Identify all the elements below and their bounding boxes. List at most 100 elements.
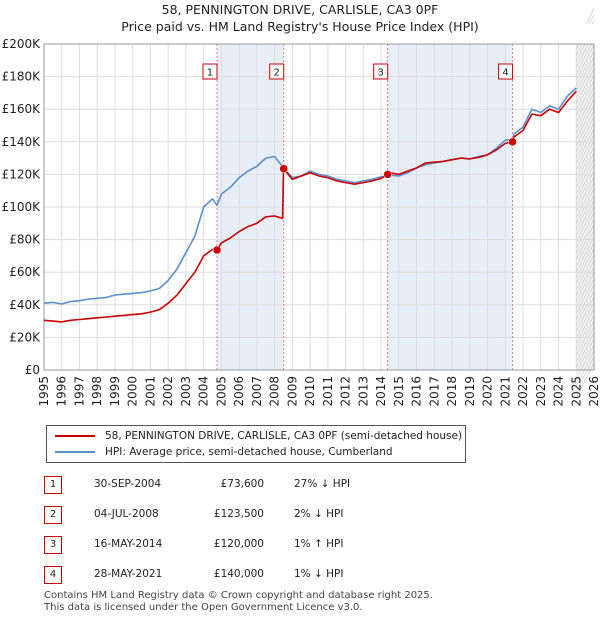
future-hatch (575, 218, 595, 255)
future-hatch (575, 164, 595, 201)
legend-swatch-property (55, 435, 95, 437)
transaction-hpi-relation: 27% ↓ HPI (294, 478, 351, 490)
future-hatch (575, 188, 595, 225)
future-hatch (575, 80, 595, 117)
x-tick-label: 2018 (445, 376, 459, 407)
x-tick-label: 2026 (587, 376, 600, 407)
sale-number-box (202, 63, 218, 80)
future-hatch (575, 278, 595, 315)
x-tick-label: 2004 (197, 376, 211, 407)
future-hatch (575, 212, 595, 249)
sale-number-label: 2 (274, 68, 280, 79)
future-hatch (575, 248, 595, 285)
footer-licence: This data is licensed under the Open Gov… (44, 602, 363, 613)
future-hatch (575, 320, 595, 357)
future-hatch (575, 44, 595, 81)
plot-frame (43, 43, 595, 371)
x-tick-label: 1998 (90, 376, 104, 407)
transaction-price: £120,000 (213, 538, 264, 550)
future-hatch (575, 128, 595, 165)
x-tick-label: 2007 (250, 376, 264, 407)
future-hatch (575, 308, 595, 345)
future-hatch (575, 62, 595, 99)
legend-label-property: 58, PENNINGTON DRIVE, CARLISLE, CA3 0PF … (105, 430, 463, 442)
x-tick-label: 2016 (410, 376, 424, 407)
transaction-badge: 3 (44, 536, 62, 554)
y-tick-label: £20K (9, 330, 41, 344)
future-hatch (575, 296, 595, 333)
legend-label-hpi: HPI: Average price, semi-detached house,… (105, 446, 393, 458)
x-tick-label: 2003 (179, 376, 193, 407)
sale-number-box (269, 63, 285, 80)
x-tick-label: 2023 (534, 376, 548, 407)
x-tick-label: 2011 (321, 376, 335, 407)
table-row: 2 04-JUL-2008 £123,500 2% ↓ HPI (44, 506, 444, 524)
x-tick-label: 2017 (427, 376, 441, 407)
future-hatch (575, 68, 595, 105)
sale-number-label: 4 (502, 68, 508, 79)
table-row: 4 28-MAY-2021 £140,000 1% ↓ HPI (44, 566, 444, 584)
x-tick-label: 2022 (516, 376, 530, 407)
sale-number-label: 1 (207, 68, 213, 79)
future-hatch (575, 302, 595, 339)
future-hatch (575, 152, 595, 189)
future-hatch (575, 260, 595, 297)
y-tick-label: £160K (2, 102, 42, 116)
transaction-date: 04-JUL-2008 (94, 508, 159, 520)
transaction-date: 28-MAY-2021 (94, 568, 163, 580)
x-tick-label: 2019 (463, 376, 477, 407)
x-tick-label: 2010 (303, 376, 317, 407)
legend-swatch-hpi (55, 451, 95, 453)
future-hatch (575, 176, 595, 213)
future-hatch (575, 344, 595, 381)
y-tick-label: £180K (2, 70, 42, 84)
y-tick-label: £0 (25, 363, 40, 377)
future-hatch (575, 110, 595, 147)
future-hatch (575, 356, 595, 393)
future-hatch (575, 290, 595, 327)
x-tick-label: 2002 (161, 376, 175, 407)
transaction-date: 16-MAY-2014 (94, 538, 163, 550)
future-hatch (575, 92, 595, 129)
x-tick-label: 2000 (126, 376, 140, 407)
footer: Contains HM Land Registry data © Crown c… (44, 590, 433, 614)
x-tick-label: 1997 (72, 376, 86, 407)
sale-number-box (498, 63, 514, 80)
property-series-line (43, 90, 577, 323)
sale-point (279, 164, 288, 173)
legend-item-hpi: HPI: Average price, semi-detached house,… (55, 444, 393, 460)
hatch-mask (576, 24, 594, 44)
x-tick-label: 1996 (55, 376, 69, 407)
transaction-price: £140,000 (213, 568, 264, 580)
future-hatch (575, 56, 595, 93)
future-hatch (575, 338, 595, 375)
x-tick-label: 2012 (339, 376, 353, 407)
future-hatch (575, 230, 595, 267)
future-hatch (575, 284, 595, 321)
transaction-hpi-relation: 2% ↓ HPI (294, 508, 344, 520)
future-hatch (575, 272, 595, 309)
x-tick-label: 2015 (392, 376, 406, 407)
future-hatch (575, 362, 595, 399)
table-row: 1 30-SEP-2004 £73,600 27% ↓ HPI (44, 476, 444, 494)
future-hatch (575, 170, 595, 207)
chart-title: 58, PENNINGTON DRIVE, CARLISLE, CA3 0PF (161, 2, 439, 17)
x-tick-label: 2006 (232, 376, 246, 407)
transaction-price: £123,500 (213, 508, 264, 520)
transaction-badge: 1 (44, 476, 62, 494)
future-hatch (575, 98, 595, 135)
future-hatch (575, 224, 595, 261)
future-hatch (575, 134, 595, 171)
sale-point (508, 137, 517, 147)
future-hatch (575, 104, 595, 141)
future-hatch (575, 332, 595, 369)
chart-subtitle: Price paid vs. HM Land Registry's House … (121, 19, 479, 34)
transaction-badge: 2 (44, 506, 62, 524)
future-hatch (575, 122, 595, 159)
future-hatch (575, 182, 595, 219)
future-hatch (575, 326, 595, 363)
x-tick-label: 2001 (143, 376, 157, 407)
x-tick-label: 2013 (356, 376, 370, 407)
future-hatch (575, 350, 595, 387)
legend: 58, PENNINGTON DRIVE, CARLISLE, CA3 0PF … (46, 425, 466, 463)
